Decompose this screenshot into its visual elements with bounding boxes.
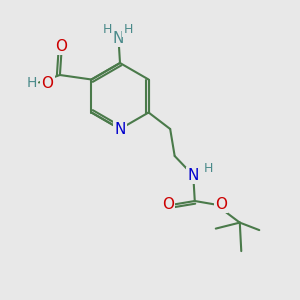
Text: O: O bbox=[162, 197, 174, 212]
Text: H: H bbox=[26, 76, 37, 90]
Text: O: O bbox=[215, 197, 227, 212]
Text: H: H bbox=[102, 23, 112, 36]
Text: H: H bbox=[204, 162, 214, 176]
Text: O: O bbox=[41, 76, 53, 91]
Text: N: N bbox=[114, 122, 126, 136]
Text: O: O bbox=[56, 39, 68, 54]
Text: N: N bbox=[113, 31, 124, 46]
Text: H: H bbox=[123, 23, 133, 36]
Text: N: N bbox=[188, 168, 199, 183]
